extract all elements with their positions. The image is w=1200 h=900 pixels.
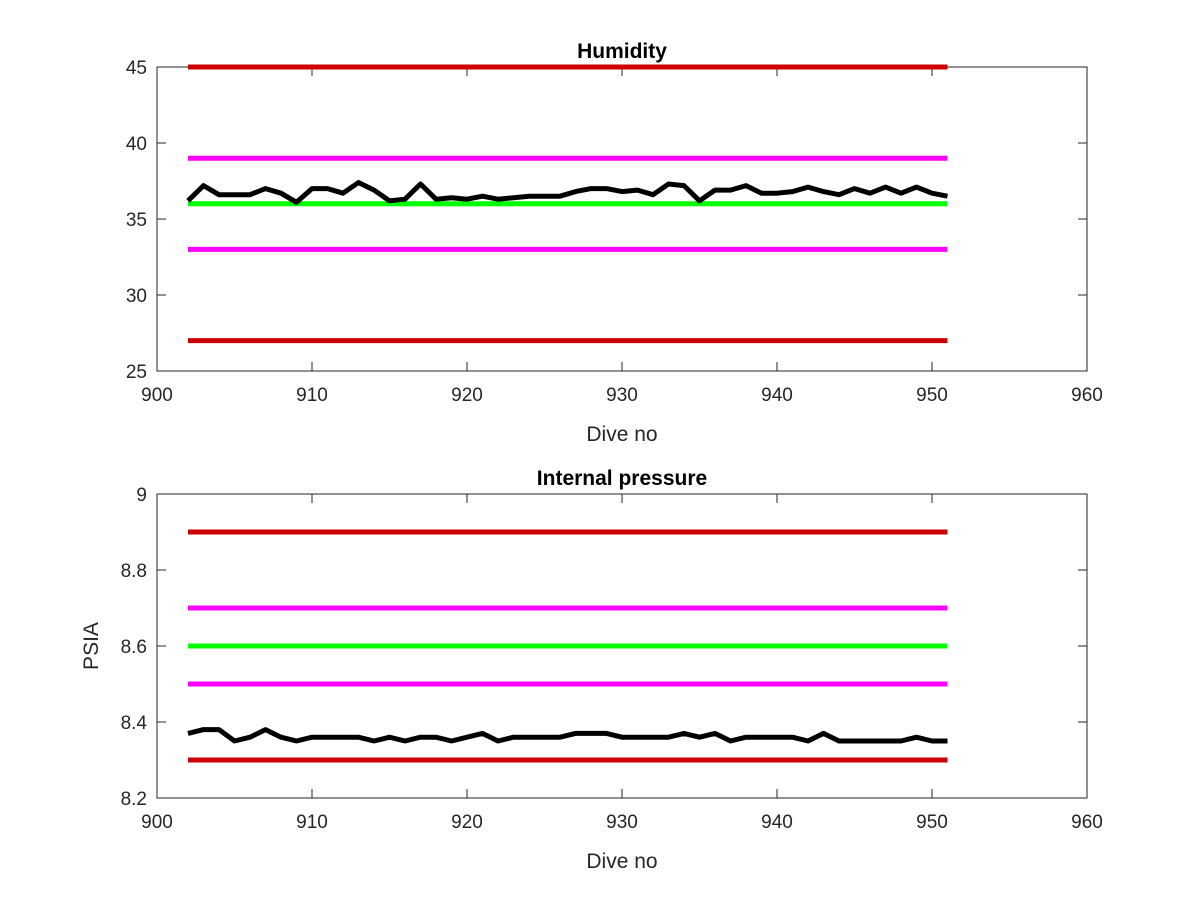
humidity-x-tick-label: 930 [606,385,638,406]
humidity-y-tick-label: 35 [126,210,147,231]
internal-pressure-y-axis-label: PSIA [80,622,103,670]
humidity-x-tick-label: 940 [761,385,793,406]
internal-pressure-title: Internal pressure [537,467,707,490]
internal-pressure-y-tick-label: 8.2 [121,789,147,810]
humidity-x-tick-label: 900 [141,385,173,406]
humidity-x-tick-label: 920 [451,385,483,406]
humidity-y-tick-label: 45 [126,58,147,79]
humidity-title: Humidity [577,40,667,63]
internal-pressure-x-tick-label: 930 [606,812,638,833]
humidity-y-tick-label: 30 [126,286,147,307]
internal-pressure-y-tick-label: 9 [136,485,147,506]
humidity-chart: 900 910 920 930 940 950 960 25 30 35 40 45 Humidity D… [126,40,1103,446]
internal-pressure-x-axis-label: Dive no [586,850,657,873]
internal-pressure-x-tick-label: 910 [296,812,328,833]
internal-pressure-y-tick-label: 8.8 [121,561,147,582]
humidity-y-tick-label: 25 [126,362,147,383]
humidity-x-axis-label: Dive no [586,423,657,446]
humidity-y-tick-label: 40 [126,134,147,155]
humidity-data-line [186,180,948,205]
humidity-x-tick-label: 910 [296,385,328,406]
internal-pressure-x-tick-label: 900 [141,812,173,833]
internal-pressure-y-tick-label: 8.4 [121,713,148,734]
internal-pressure-data-line [187,727,948,744]
internal-pressure-x-tick-label: 920 [451,812,483,833]
internal-pressure-chart: 900 910 920 930 940 950 960 8.2 8.4 8.6 8.8 9 Intern… [80,467,1103,873]
humidity-x-tick-label: 960 [1071,385,1103,406]
internal-pressure-x-tick-label: 960 [1071,812,1103,833]
humidity-x-tick-label: 950 [916,385,948,406]
internal-pressure-x-tick-label: 940 [761,812,793,833]
internal-pressure-x-tick-label: 950 [916,812,948,833]
humidity-axes-box [156,66,1088,372]
internal-pressure-y-tick-label: 8.6 [121,637,147,658]
